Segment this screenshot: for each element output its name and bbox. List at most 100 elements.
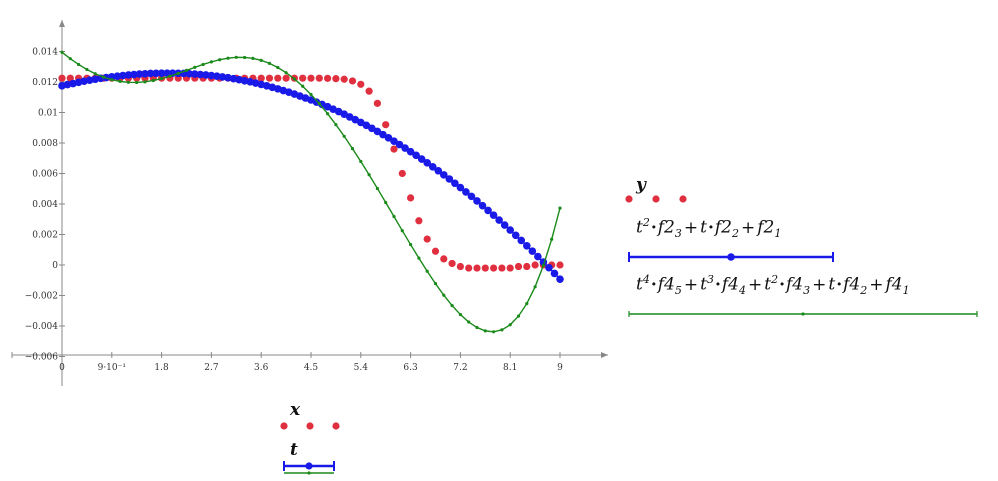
data-point (218, 73, 227, 81)
y-tick-label: 0.002 (32, 231, 58, 241)
y-tick-label: 0.004 (32, 200, 58, 210)
y-tick-label: 0.012 (32, 78, 58, 88)
data-point (406, 147, 415, 156)
data-point (324, 74, 332, 82)
data-point (130, 70, 138, 79)
data-point (467, 192, 476, 201)
data-point (550, 237, 554, 241)
series-1 (58, 69, 564, 283)
data-point (332, 75, 340, 83)
data-point (484, 206, 492, 215)
data-point (440, 171, 448, 179)
x-tick-label: 9·10⁻¹ (98, 363, 126, 373)
data-point (458, 312, 462, 317)
data-point (135, 80, 139, 85)
data-point (390, 137, 398, 145)
legend-blue-marker (727, 253, 735, 261)
x-tick-label: 7.2 (453, 363, 467, 373)
legend-green-expression: t4·f45 + t3·f44 + t2·f43 + t·f42 + f41 (636, 273, 910, 298)
data-point (417, 256, 421, 260)
data-point (160, 77, 164, 81)
chart-series (58, 50, 564, 334)
data-point (465, 264, 473, 272)
data-point (500, 221, 509, 229)
data-point (292, 77, 296, 81)
x-tick-label: 1.8 (154, 363, 169, 373)
x-tick-label: 0 (59, 363, 65, 373)
data-point (301, 84, 305, 88)
data-point (517, 236, 526, 245)
data-point (267, 61, 272, 65)
data-point (395, 140, 404, 149)
data-point (456, 183, 465, 192)
data-point (531, 261, 539, 269)
data-point (523, 241, 531, 250)
x-tick-label: 4.5 (304, 363, 319, 373)
data-point (152, 69, 160, 78)
data-point (550, 269, 559, 278)
data-point (514, 262, 523, 271)
data-point (392, 214, 396, 219)
data-point (500, 328, 504, 332)
data-point (282, 74, 290, 82)
data-point (425, 269, 429, 273)
data-point (456, 262, 464, 271)
data-point (218, 58, 222, 62)
data-point (196, 70, 205, 79)
data-point (259, 58, 263, 62)
data-point (475, 325, 479, 330)
legend-t-blue-marker (305, 462, 313, 470)
data-point (207, 71, 216, 80)
data-point (135, 70, 144, 78)
data-point (348, 77, 357, 85)
data-point (101, 75, 106, 79)
data-point (498, 264, 506, 272)
legend-x-dot (306, 422, 314, 430)
data-point (309, 92, 313, 97)
data-point (428, 162, 437, 171)
data-point (362, 121, 371, 130)
data-point (384, 200, 388, 205)
series-0 (58, 74, 564, 272)
data-point (440, 255, 448, 263)
data-point (478, 201, 487, 210)
data-point (545, 263, 553, 272)
data-point (168, 74, 172, 78)
y-tick-label: 0.01 (38, 109, 58, 119)
data-point (146, 69, 155, 78)
legend-t-green-marker (307, 471, 311, 475)
data-point (373, 127, 382, 136)
data-point (409, 242, 413, 247)
data-point (373, 99, 381, 107)
data-point (525, 301, 529, 306)
data-point (359, 159, 363, 164)
data-point (483, 329, 487, 333)
data-point (481, 264, 489, 272)
chart-ticks: −0.006 −0.004 −0.002 0 0.002 0.004 0.006 0.008 0… (25, 48, 563, 374)
data-point (556, 275, 564, 283)
data-point (423, 159, 432, 167)
x-tick-label: 3.6 (254, 363, 269, 373)
legend-y-dot (625, 195, 633, 203)
data-point (299, 74, 307, 82)
y-tick-label: 0.014 (32, 48, 58, 58)
data-point (60, 50, 64, 54)
data-point (265, 74, 274, 82)
data-point (184, 68, 189, 73)
data-point (209, 60, 213, 64)
data-point (68, 57, 72, 61)
series-2 (60, 50, 562, 334)
data-point (511, 231, 520, 240)
data-point (110, 78, 114, 82)
legend-blue-expression: t2·f23 + t·f22 + f21 (636, 216, 782, 241)
data-point (365, 87, 373, 95)
data-point (176, 71, 180, 76)
data-point (407, 194, 415, 202)
data-point (251, 56, 255, 60)
data-point (398, 169, 406, 178)
data-point (448, 259, 456, 268)
data-point (276, 65, 280, 70)
data-point (350, 147, 355, 151)
data-point (556, 261, 564, 269)
data-point (375, 186, 379, 191)
